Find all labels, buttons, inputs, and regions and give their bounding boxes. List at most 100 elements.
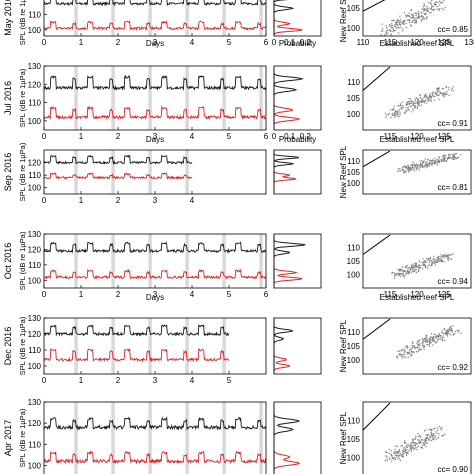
scatter-point — [437, 338, 439, 341]
scatter-point — [394, 25, 397, 28]
scatter-point — [412, 442, 414, 444]
scatter-point — [452, 156, 454, 158]
scatter-point — [434, 437, 436, 439]
scatter-point — [381, 28, 384, 30]
scatter-point — [430, 431, 432, 434]
scatter-point — [426, 10, 429, 12]
scatter-point — [392, 109, 394, 111]
scatter-point — [430, 92, 432, 95]
scatter-point — [416, 106, 419, 108]
scatter-point — [410, 266, 413, 269]
scatter-point — [407, 450, 409, 452]
scatter-point — [454, 330, 457, 333]
scatter-point — [431, 0, 433, 2]
scatter-point — [415, 14, 417, 17]
scatter-point — [444, 156, 446, 159]
scatter-point — [432, 9, 435, 12]
scatter-point — [435, 159, 437, 162]
reference-line — [362, 0, 386, 12]
scatter-point — [428, 162, 430, 164]
scatter-point — [406, 346, 409, 348]
scatter-axes-frame — [362, 65, 472, 131]
scatter-point — [394, 456, 396, 459]
night-band — [111, 150, 115, 194]
scatter-point — [418, 10, 420, 13]
scatter-point — [396, 21, 398, 24]
scatter-point — [449, 258, 452, 260]
scatter-point — [396, 23, 398, 25]
scatter-point — [423, 348, 425, 350]
scatter-point — [443, 261, 445, 263]
scatter-point — [421, 8, 423, 10]
scatter-x-tick-label: 120 — [410, 132, 424, 141]
probability-axes-frame — [273, 317, 322, 375]
correlation-coefficient: cc= 0.91 — [438, 119, 469, 128]
scatter-point — [397, 21, 399, 23]
scatter-point — [405, 446, 407, 448]
scatter-point — [419, 436, 422, 439]
scatter-point — [433, 262, 436, 264]
scatter-point — [441, 331, 443, 334]
scatter-point — [406, 345, 408, 347]
scatter-point — [438, 94, 440, 96]
scatter-point — [400, 455, 402, 457]
scatter-point — [399, 15, 401, 17]
scatter-point — [418, 16, 421, 18]
reference-line — [362, 150, 391, 168]
scatter-point — [420, 446, 422, 448]
scatter-point — [400, 272, 402, 275]
scatter-point — [413, 164, 415, 167]
scatter-point — [412, 161, 414, 163]
scatter-y-tick-label: 110 — [347, 417, 360, 426]
scatter-point — [434, 258, 436, 261]
scatter-point — [440, 2, 442, 4]
scatter-point — [431, 8, 433, 11]
scatter-point — [444, 92, 446, 94]
scatter-point — [402, 169, 404, 172]
scatter-point — [394, 450, 396, 453]
scatter-point — [400, 445, 402, 447]
scatter-point — [447, 329, 449, 331]
scatter-point — [403, 356, 405, 358]
scatter-point — [403, 351, 405, 353]
scatter-point — [431, 437, 434, 439]
scatter-point — [411, 17, 413, 19]
night-band — [185, 150, 189, 194]
scatter-point — [398, 270, 401, 272]
probability-tick-label: 0 — [272, 38, 277, 47]
scatter-point — [389, 109, 392, 111]
scatter-point — [390, 116, 392, 119]
scatter-point — [409, 355, 411, 357]
probability-panel-3 — [273, 233, 322, 289]
scatter-point — [414, 105, 416, 107]
scatter-point — [421, 14, 423, 17]
scatter-point — [404, 350, 406, 352]
scatter-point — [436, 262, 438, 264]
y-tick-label: 100 — [28, 184, 42, 193]
scatter-point — [411, 100, 414, 103]
scatter-point — [433, 99, 436, 101]
scatter-point — [410, 111, 413, 113]
scatter-point — [443, 0, 445, 2]
scatter-point — [431, 429, 433, 432]
scatter-x-tick-label: 115 — [384, 38, 397, 47]
scatter-point — [438, 88, 440, 90]
scatter-point — [417, 350, 419, 352]
scatter-point — [425, 163, 427, 165]
spl-axis-label: SPL (dB re 1µPa) — [18, 316, 27, 375]
scatter-point — [442, 335, 444, 337]
scatter-point — [392, 107, 395, 110]
scatter-point — [422, 341, 424, 343]
night-band — [74, 0, 78, 36]
scatter-x-axis-label: Established reef SPL — [380, 39, 455, 48]
scatter-point — [428, 165, 430, 167]
scatter-point — [404, 171, 406, 173]
scatter-point — [407, 109, 409, 111]
scatter-point — [397, 105, 399, 107]
scatter-point — [432, 439, 435, 441]
scatter-point — [402, 166, 404, 168]
scatter-point — [405, 110, 407, 113]
scatter-point — [436, 257, 438, 259]
scatter-point — [394, 448, 396, 451]
scatter-point — [428, 261, 431, 263]
